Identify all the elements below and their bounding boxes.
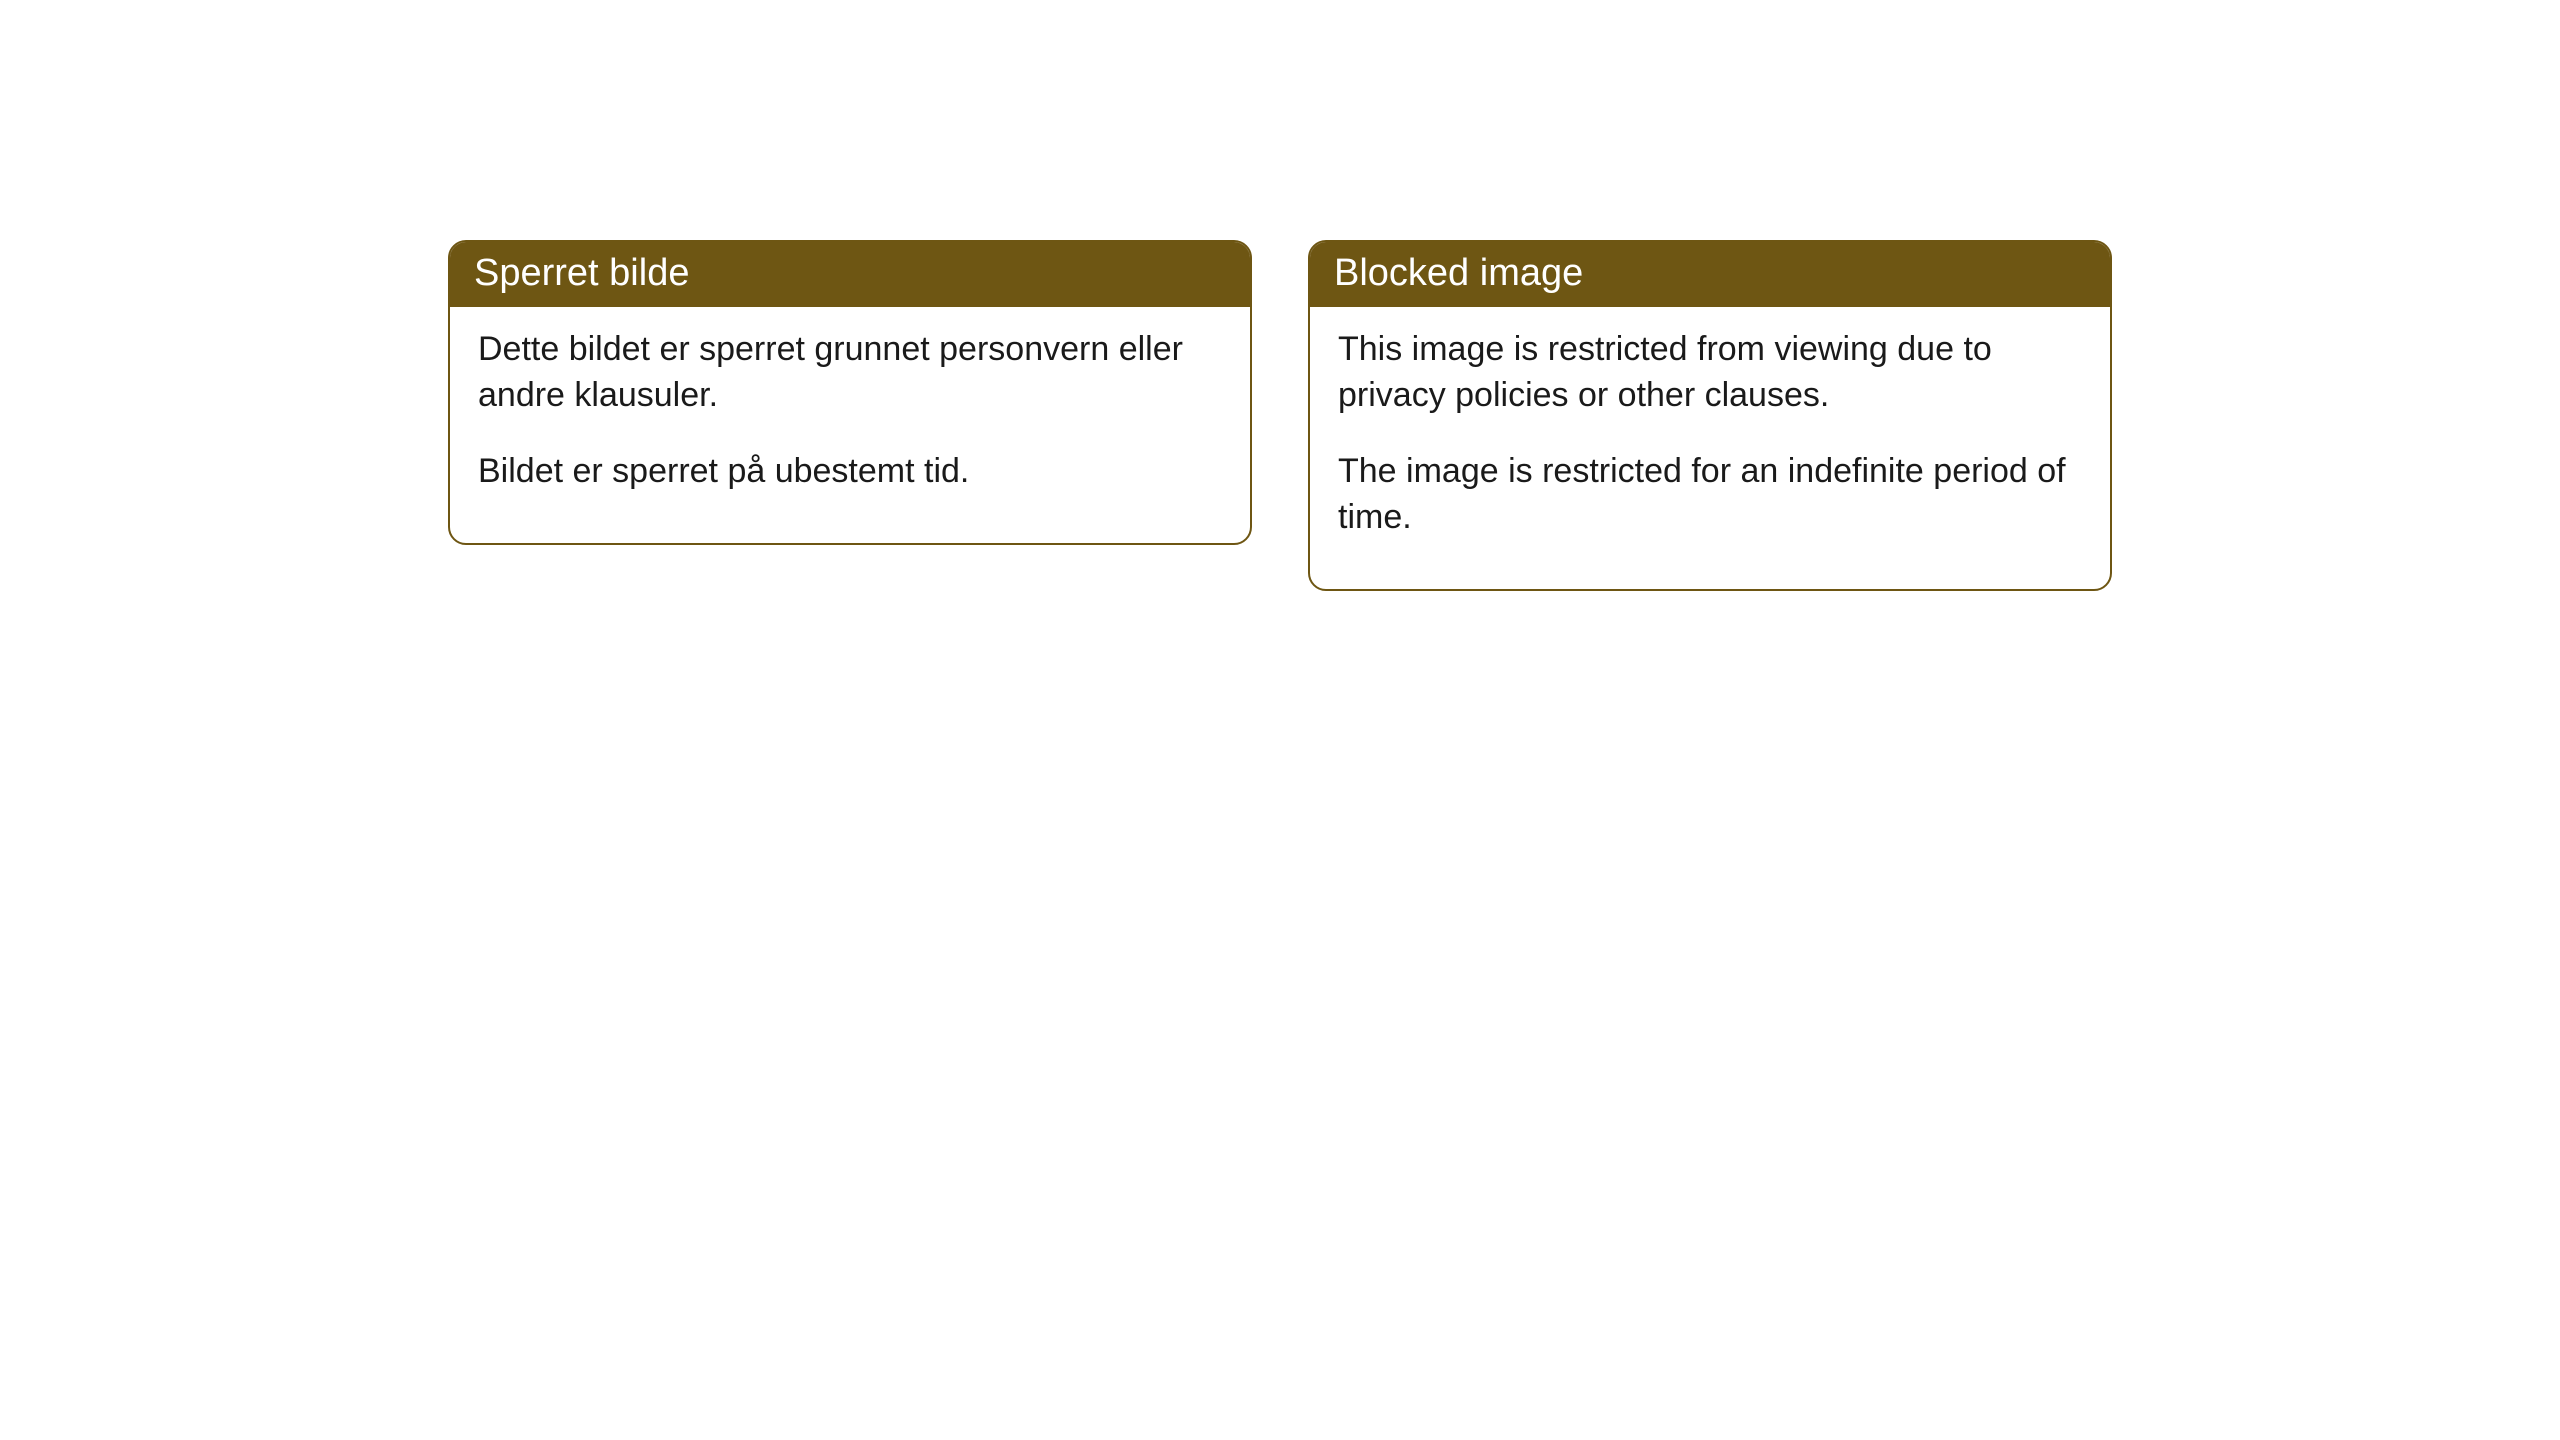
card-body: This image is restricted from viewing du…: [1310, 307, 2110, 589]
blocked-image-card-norwegian: Sperret bilde Dette bildet er sperret gr…: [448, 240, 1252, 545]
card-header: Sperret bilde: [450, 242, 1250, 307]
card-paragraph: This image is restricted from viewing du…: [1338, 327, 2082, 419]
card-body: Dette bildet er sperret grunnet personve…: [450, 307, 1250, 543]
blocked-image-card-english: Blocked image This image is restricted f…: [1308, 240, 2112, 591]
card-title: Blocked image: [1334, 252, 1583, 294]
card-paragraph: Bildet er sperret på ubestemt tid.: [478, 449, 1222, 495]
card-paragraph: The image is restricted for an indefinit…: [1338, 449, 2082, 541]
card-paragraph: Dette bildet er sperret grunnet personve…: [478, 327, 1222, 419]
card-title: Sperret bilde: [474, 252, 689, 294]
card-header: Blocked image: [1310, 242, 2110, 307]
